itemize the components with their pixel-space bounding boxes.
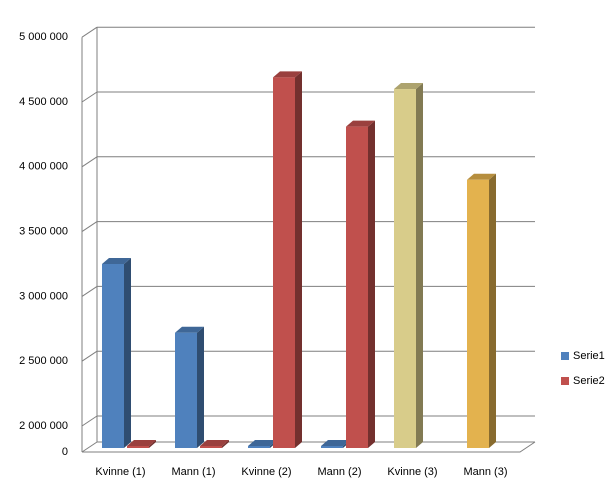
bar-side	[124, 258, 131, 448]
bar-top	[467, 173, 496, 180]
x-tick-label: Mann (3)	[463, 466, 507, 478]
legend-label: Serie2	[573, 375, 605, 387]
x-tick-label: Kvinne (1)	[95, 466, 145, 478]
bar-side	[222, 440, 229, 448]
floor	[82, 441, 536, 453]
bar-side	[416, 83, 423, 448]
bar	[394, 89, 416, 448]
bar	[200, 446, 222, 448]
x-tick-label: Kvinne (2)	[241, 466, 291, 478]
y-tick-label: 4 000 000	[19, 161, 68, 173]
bar-top	[127, 440, 156, 446]
y-tick-label: 4 500 000	[19, 96, 68, 108]
bar-top	[175, 326, 204, 333]
bar-top	[394, 83, 423, 90]
bar-side	[295, 71, 302, 448]
grid-diagonal	[81, 26, 98, 38]
bar-side	[149, 440, 156, 448]
grid-diagonal	[81, 221, 98, 233]
bar-top	[200, 440, 229, 446]
bar	[467, 179, 489, 448]
grid-diagonal	[81, 415, 98, 427]
bar-side	[197, 326, 204, 448]
bar-top	[248, 440, 277, 446]
y-tick-label: 2 000 000	[19, 420, 68, 432]
bar-top	[321, 440, 350, 446]
bar-side	[368, 120, 375, 449]
legend-swatch	[561, 352, 569, 360]
bar	[346, 126, 368, 449]
x-tick-label: Mann (1)	[171, 466, 215, 478]
legend-label: Serie1	[573, 350, 605, 362]
bar	[248, 446, 270, 448]
grid-diagonal	[81, 350, 98, 362]
y-tick-label: 3 000 000	[19, 290, 68, 302]
grid-diagonal	[81, 285, 98, 297]
bar	[273, 77, 295, 448]
y-tick-label: 5 000 000	[19, 31, 68, 43]
bar-top	[346, 120, 375, 127]
bar-side	[489, 173, 496, 448]
grid-diagonal	[81, 156, 98, 168]
grid-diagonal	[81, 91, 98, 103]
grid-diagonal	[81, 441, 98, 453]
x-tick-label: Mann (2)	[317, 466, 361, 478]
y-tick-label: 2 500 000	[19, 355, 68, 367]
bar	[102, 264, 124, 448]
bar	[175, 332, 197, 448]
bar	[321, 446, 343, 448]
y-tick-label: 0	[62, 446, 68, 458]
y-tick-label: 3 500 000	[19, 226, 68, 238]
bar	[127, 446, 149, 448]
bar-top	[102, 258, 131, 264]
x-tick-label: Kvinne (3)	[387, 466, 437, 478]
bar-top	[273, 71, 302, 78]
legend-swatch	[561, 377, 569, 385]
